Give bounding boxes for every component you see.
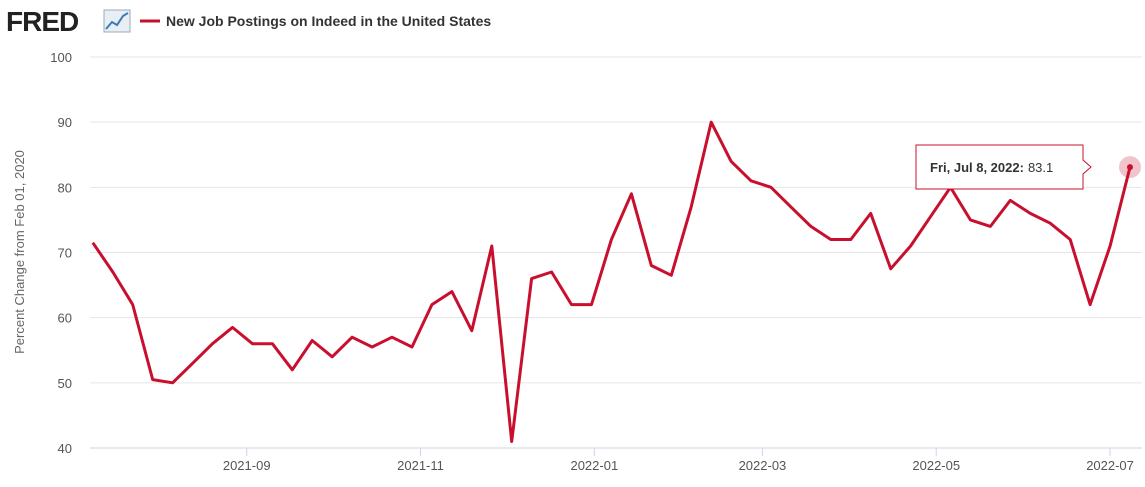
y-tick-label: 70	[58, 246, 72, 261]
tooltip-date: Fri, Jul 8, 2022:	[930, 160, 1024, 175]
hover-point	[1127, 164, 1133, 171]
legend-label: New Job Postings on Indeed in the United…	[166, 13, 491, 29]
x-tick-label: 2022-01	[570, 458, 618, 473]
y-tick-label: 40	[58, 441, 72, 456]
x-tick-label: 2022-05	[912, 458, 960, 473]
y-tick-label: 80	[58, 180, 72, 195]
logo: FRED	[6, 6, 79, 37]
x-tick-label: 2022-03	[739, 458, 787, 473]
logo-icon	[103, 9, 131, 33]
tooltip: Fri, Jul 8, 2022: 83.1	[915, 144, 1092, 190]
x-tick-label: 2021-09	[223, 458, 271, 473]
y-tick-label: 90	[58, 115, 72, 130]
y-tick-label: 60	[58, 311, 72, 326]
y-tick-label: 100	[50, 50, 72, 65]
tooltip-text: Fri, Jul 8, 2022: 83.1	[930, 160, 1053, 175]
tooltip-value: 83.1	[1028, 160, 1053, 175]
x-tick-label: 2021-11	[397, 458, 444, 473]
tooltip-box	[915, 144, 1092, 190]
y-tick-label: 50	[58, 376, 72, 391]
y-axis-label: Percent Change from Feb 01, 2020	[12, 150, 27, 354]
x-tick-label: 2022-07	[1086, 458, 1134, 473]
line	[91, 120, 1132, 443]
